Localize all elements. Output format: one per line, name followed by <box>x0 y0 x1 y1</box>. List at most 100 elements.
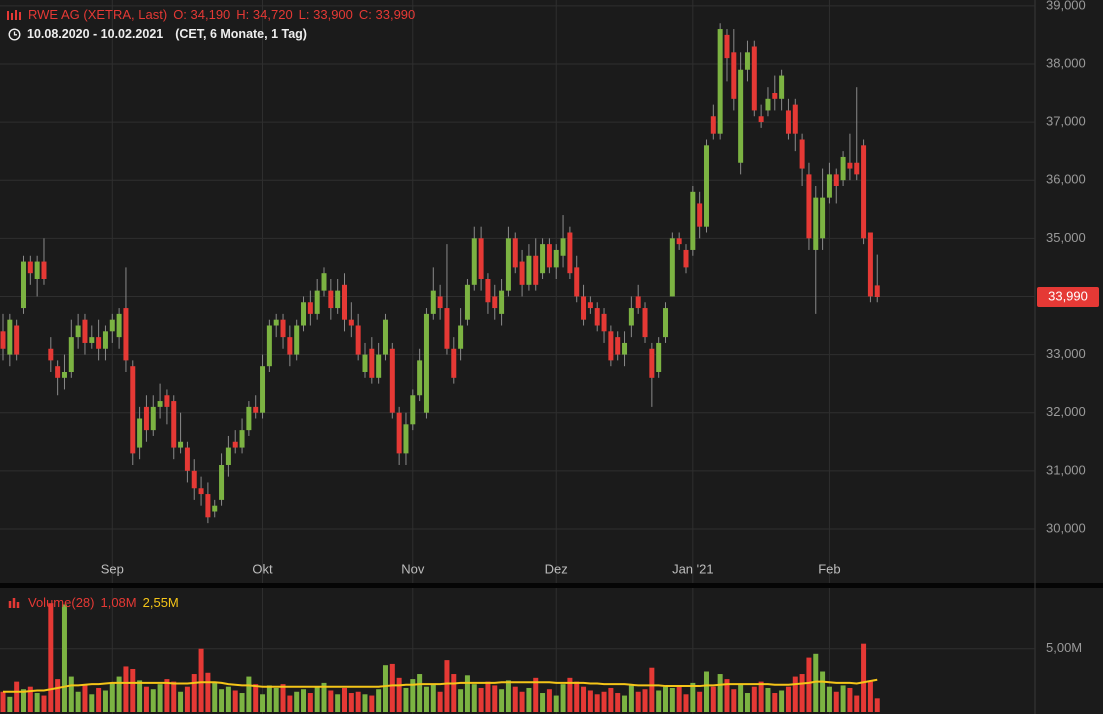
candle-body <box>130 366 136 454</box>
candle-body <box>27 261 33 274</box>
volume-bar <box>874 698 880 712</box>
volume-bar <box>321 682 327 712</box>
candle-body <box>369 348 375 378</box>
volume-bar <box>710 686 716 712</box>
volume-bar <box>546 689 552 712</box>
volume-bar <box>826 686 832 712</box>
x-tick-label: Jan '21 <box>672 561 714 576</box>
candle-body <box>287 337 293 355</box>
volume-bar <box>772 693 778 712</box>
volume-icon <box>8 598 20 608</box>
volume-bar <box>61 604 67 712</box>
candle-body <box>307 302 313 314</box>
volume-bar <box>287 695 293 712</box>
volume-bar <box>266 685 272 712</box>
candle-body <box>526 255 532 285</box>
volume-bar <box>253 684 259 712</box>
volume-bar <box>526 687 532 712</box>
candle-body <box>499 290 505 314</box>
x-tick-label: Dez <box>545 561 568 576</box>
volume-bar <box>697 691 703 712</box>
candle-body <box>301 302 307 326</box>
volume-bar <box>703 671 709 712</box>
volume-header: Volume(28) 1,08M 2,55M <box>8 595 179 610</box>
candle-body <box>314 290 320 314</box>
candle-body <box>478 238 484 280</box>
candle-body <box>861 145 867 239</box>
candle-body <box>143 406 149 431</box>
volume-bar <box>533 677 539 712</box>
candle-body <box>444 308 450 349</box>
candle-body <box>492 296 498 309</box>
volume-bar <box>519 691 525 712</box>
candle-body <box>772 93 778 99</box>
volume-bar <box>765 687 771 712</box>
volume-bar <box>164 679 170 712</box>
candle-body <box>833 174 839 187</box>
volume-bar <box>540 693 546 712</box>
candle-body <box>744 52 750 70</box>
volume-bar <box>137 680 143 712</box>
volume-bar <box>157 684 163 712</box>
x-tick-label: Feb <box>818 561 840 576</box>
volume-bar <box>581 686 587 712</box>
candle-body <box>41 261 47 280</box>
candle-body <box>546 244 552 268</box>
candle-body <box>642 308 648 338</box>
volume-bar <box>451 674 457 712</box>
candle-body <box>553 249 559 268</box>
candle-body <box>717 29 723 134</box>
ohlc-high: H: 34,720 <box>236 7 293 22</box>
volume-bar <box>212 681 218 712</box>
volume-bar <box>376 689 382 712</box>
candle-body <box>533 255 539 285</box>
volume-bar <box>116 676 122 712</box>
candle-body <box>690 191 696 250</box>
volume-bar <box>806 657 812 712</box>
volume-bar <box>464 675 470 712</box>
range-header[interactable]: 10.08.2020 - 10.02.2021 (CET, 6 Monate, … <box>8 27 307 41</box>
candle-body <box>847 162 853 169</box>
volume-bar <box>20 689 26 712</box>
volume-bar <box>587 690 593 712</box>
volume-bar <box>225 686 231 712</box>
candle-body <box>703 145 709 227</box>
candle-body <box>137 418 143 448</box>
x-tick-label: Okt <box>252 561 273 576</box>
candle-body <box>751 46 757 111</box>
y-tick-label: 37,000 <box>1046 114 1086 129</box>
pane-separator <box>0 583 1103 588</box>
candle-body <box>656 342 662 373</box>
volume-bar <box>355 691 361 712</box>
candle-body <box>7 319 13 355</box>
volume-bar <box>184 686 190 712</box>
volume-bar <box>847 687 853 712</box>
candle-body <box>321 273 327 291</box>
volume-bar <box>7 696 13 712</box>
volume-bar <box>423 686 429 712</box>
candle-body <box>587 302 593 309</box>
volume-bar <box>574 681 580 712</box>
candle-body <box>348 319 354 326</box>
volume-bar <box>430 684 436 712</box>
ohlc-close: C: 33,990 <box>358 7 416 22</box>
volume-bar <box>260 694 266 712</box>
candle-body <box>683 249 689 268</box>
volume-bar <box>676 685 682 712</box>
volume-bar <box>567 677 573 712</box>
candle-body <box>150 406 156 431</box>
candle-body <box>765 98 771 111</box>
candle-body <box>34 261 40 280</box>
volume-bar <box>294 691 300 712</box>
volume-bar <box>799 674 805 712</box>
candle-body <box>96 337 102 349</box>
candle-body <box>410 395 416 425</box>
candle-body <box>191 470 197 489</box>
candle-body <box>102 331 108 349</box>
candle-body <box>512 238 518 268</box>
last-price-box <box>1037 287 1099 308</box>
volume-bar <box>478 687 484 712</box>
candle-body <box>854 162 860 175</box>
volume-bar <box>601 691 607 712</box>
